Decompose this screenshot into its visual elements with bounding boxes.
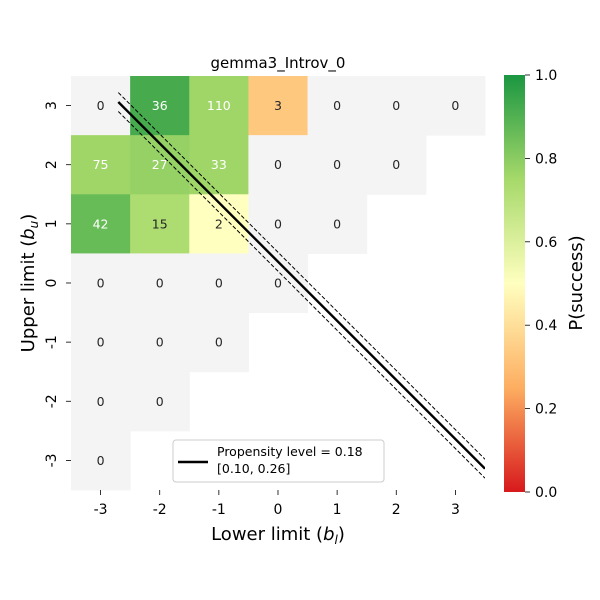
heatmap-cell bbox=[189, 135, 249, 195]
y-tick-label: -2 bbox=[44, 394, 60, 408]
propensity-lines bbox=[117, 92, 485, 479]
y-tick-label: 0 bbox=[44, 279, 60, 288]
heatmap-cell bbox=[425, 76, 486, 136]
heatmap-cell bbox=[130, 371, 190, 432]
heatmap-cell bbox=[189, 312, 249, 373]
cell-count-label: 36 bbox=[152, 98, 168, 113]
cell-count-label: 3 bbox=[274, 98, 282, 113]
propensity-line bbox=[117, 101, 485, 470]
colorbar-tick-label: 0.8 bbox=[535, 151, 557, 167]
cell-count-label: 0 bbox=[333, 216, 341, 231]
heatmap-cell bbox=[71, 371, 131, 432]
cell-count-label: 0 bbox=[215, 275, 223, 290]
cell-count-label: 75 bbox=[93, 157, 109, 172]
x-tick-label: 3 bbox=[451, 502, 460, 518]
x-tick-label: 2 bbox=[392, 502, 401, 518]
heatmap-cell bbox=[307, 76, 368, 136]
heatmap-cell bbox=[130, 312, 190, 373]
heatmap-cells bbox=[71, 76, 486, 491]
heatmap-cell bbox=[189, 253, 249, 314]
y-tick-label: 3 bbox=[44, 101, 60, 110]
cell-count-label: 0 bbox=[274, 275, 282, 290]
colorbar-tick-label: 0.0 bbox=[535, 485, 557, 501]
cell-count-label: 33 bbox=[211, 157, 227, 172]
y-tick-label: -1 bbox=[44, 335, 60, 349]
colorbar-tick-label: 1.0 bbox=[535, 68, 557, 84]
cell-count-label: 42 bbox=[93, 216, 109, 231]
colorbar-label: P(success) bbox=[566, 235, 587, 330]
heatmap-cell bbox=[130, 76, 190, 136]
cell-count-label: 15 bbox=[152, 216, 168, 231]
legend: Propensity level = 0.18 [0.10, 0.26] bbox=[172, 439, 385, 483]
heatmap-cell bbox=[248, 76, 309, 136]
cell-count-label: 0 bbox=[156, 335, 164, 350]
cell-count-label: 0 bbox=[97, 275, 105, 290]
colorbar-tick-label: 0.2 bbox=[535, 402, 557, 418]
heatmap-cell bbox=[71, 312, 131, 373]
heatmap-cell bbox=[366, 76, 427, 136]
x-axis-ticks: -3 -2 -1 0 1 2 3 bbox=[94, 490, 460, 518]
cell-count-label: 0 bbox=[156, 275, 164, 290]
cell-count-label: 2 bbox=[215, 216, 223, 231]
colorbar bbox=[504, 75, 525, 492]
legend-label: Propensity level = 0.18 bbox=[217, 444, 363, 459]
heatmap-cell bbox=[307, 135, 368, 195]
x-tick-label: -3 bbox=[94, 502, 108, 518]
cell-count-label: 0 bbox=[392, 98, 400, 113]
y-tick-label: -3 bbox=[44, 453, 60, 467]
heatmap-cell bbox=[71, 135, 131, 195]
cell-count-label: 0 bbox=[97, 98, 105, 113]
colorbar-tick-label: 0.4 bbox=[535, 318, 557, 334]
heatmap-cell bbox=[307, 194, 368, 254]
cell-count-label: 0 bbox=[97, 394, 105, 409]
cell-count-label: 0 bbox=[274, 157, 282, 172]
heatmap-cell bbox=[248, 135, 309, 195]
cell-count-label: 0 bbox=[97, 335, 105, 350]
cell-count-labels: 0 36 110 3 0 0 0 75 27 33 0 0 0 42 15 2 0 0 0 0 0 0 0 0 0 0 0 0 bbox=[93, 98, 460, 468]
x-tick-label: 1 bbox=[333, 502, 342, 518]
heatmap-cell bbox=[130, 253, 190, 314]
legend-ci-label: [0.10, 0.26] bbox=[217, 461, 290, 476]
ci-lower-line bbox=[117, 111, 485, 479]
colorbar-ticks: 0.0 0.2 0.4 0.6 0.8 1.0 bbox=[525, 68, 557, 501]
ci-upper-line bbox=[117, 92, 485, 460]
heatmap-cell bbox=[130, 194, 190, 254]
heatmap-cell bbox=[366, 135, 427, 195]
cell-count-label: 0 bbox=[451, 98, 459, 113]
y-tick-label: 1 bbox=[44, 219, 60, 228]
y-tick-label: 2 bbox=[44, 160, 60, 169]
heatmap-cell bbox=[248, 194, 309, 254]
cell-count-label: 0 bbox=[333, 98, 341, 113]
legend-box bbox=[172, 439, 385, 483]
cell-count-label: 0 bbox=[274, 216, 282, 231]
chart-title: gemma3_Introv_0 bbox=[211, 54, 346, 73]
heatmap-cell bbox=[71, 194, 131, 254]
heatmap-cell bbox=[71, 253, 131, 314]
cell-count-label: 0 bbox=[333, 157, 341, 172]
x-axis-label: Lower limit (bl) bbox=[211, 524, 345, 547]
y-axis-label: Upper limit (bu) bbox=[18, 214, 41, 353]
x-tick-label: 0 bbox=[274, 502, 283, 518]
cell-count-label: 27 bbox=[152, 157, 168, 172]
heatmap-cell bbox=[189, 76, 249, 136]
y-axis-ticks: 3 2 1 0 -1 -2 -3 bbox=[44, 101, 71, 467]
cell-count-label: 0 bbox=[392, 157, 400, 172]
cell-count-label: 0 bbox=[97, 453, 105, 468]
x-tick-label: -1 bbox=[212, 502, 226, 518]
cell-count-label: 0 bbox=[156, 394, 164, 409]
colorbar-tick-label: 0.6 bbox=[535, 235, 557, 251]
cell-count-label: 0 bbox=[215, 335, 223, 350]
x-tick-label: -2 bbox=[153, 502, 167, 518]
heatmap-cell bbox=[71, 430, 131, 491]
cell-count-label: 110 bbox=[207, 98, 231, 113]
